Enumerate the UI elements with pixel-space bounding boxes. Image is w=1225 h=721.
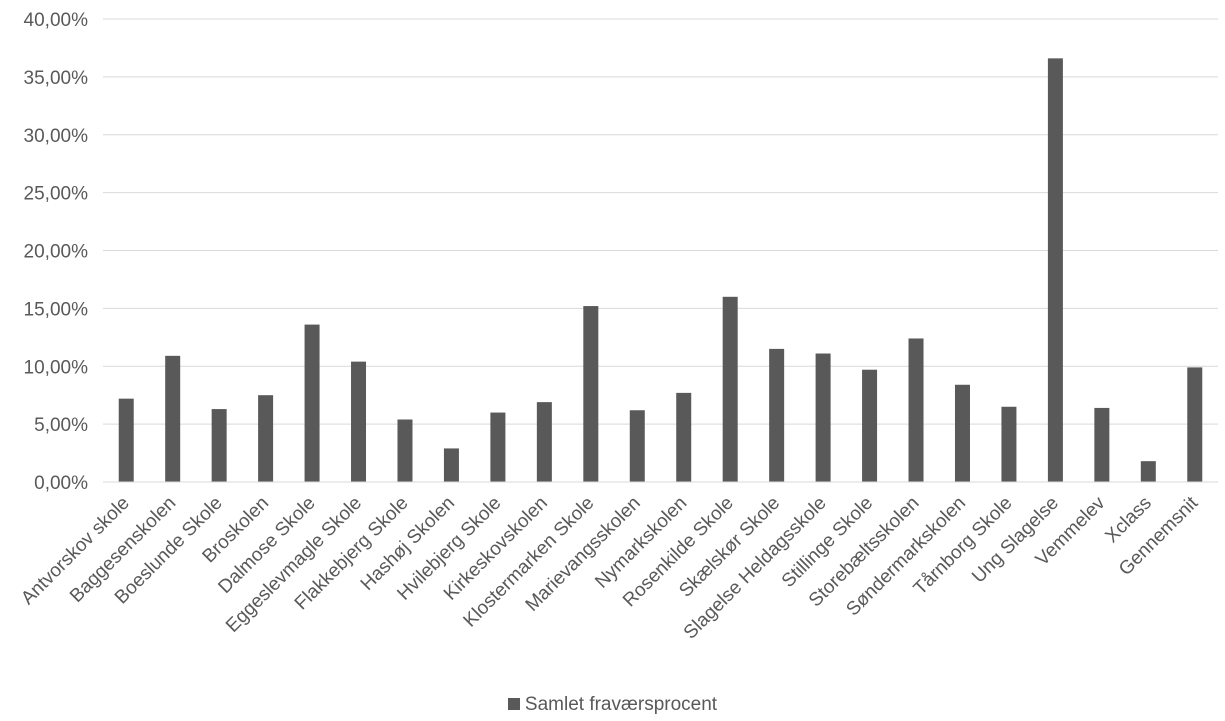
bar: [165, 355, 181, 482]
bar: [1047, 58, 1063, 482]
bar: [258, 395, 274, 482]
y-tick-label: 30,00%: [24, 126, 89, 147]
legend-swatch: [507, 698, 520, 710]
bar: [443, 448, 459, 482]
bar: [722, 296, 738, 482]
bar: [536, 402, 552, 482]
y-tick-label: 20,00%: [24, 242, 89, 263]
y-tick-label: 25,00%: [24, 184, 89, 205]
bar: [490, 412, 506, 482]
y-tick-label: 40,00%: [24, 10, 89, 31]
y-tick-label: 5,00%: [34, 415, 88, 436]
bar: [676, 392, 692, 482]
bar: [1001, 406, 1017, 482]
legend-label: Samlet fraværsprocent: [524, 694, 718, 715]
bar: [351, 361, 367, 482]
bar: [954, 384, 970, 482]
bar: [1187, 367, 1203, 482]
gridlines: [103, 18, 1218, 425]
bar: [118, 398, 134, 482]
bar: [583, 306, 599, 482]
y-tick-label: 0,00%: [34, 473, 88, 494]
y-axis-ticks: 0,00% 5,00% 10,00% 15,00% 20,00% 25,00% 30,00%…: [24, 10, 89, 494]
bar: [1140, 461, 1156, 482]
bar: [397, 419, 413, 482]
bar: [304, 324, 320, 482]
legend: Samlet fraværsprocent: [0, 694, 1225, 716]
bar: [1094, 407, 1110, 482]
y-tick-label: 15,00%: [24, 299, 89, 320]
bar: [211, 409, 227, 482]
y-tick-label: 10,00%: [24, 357, 89, 378]
x-axis-labels: Antvorskov skoleBaggesenskolenBoeslunde …: [17, 492, 1202, 643]
bar: [815, 353, 831, 482]
y-tick-label: 35,00%: [24, 68, 89, 89]
bar-chart: 0,00% 5,00% 10,00% 15,00% 20,00% 25,00% 30,00%…: [17, 10, 1218, 643]
bar: [908, 338, 924, 482]
bars: [118, 58, 1203, 482]
bar: [769, 348, 785, 482]
bar: [862, 369, 878, 482]
bar: [629, 410, 645, 482]
